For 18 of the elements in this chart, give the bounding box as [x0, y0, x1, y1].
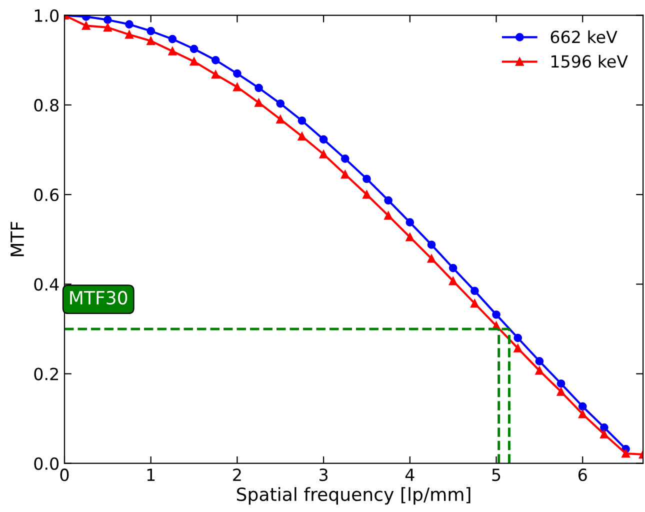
y-tick-label: 0.8	[34, 98, 58, 112]
x-tick-label: 6	[578, 468, 587, 482]
legend-label: 662 keV	[550, 30, 618, 44]
x-tick-label: 3	[320, 468, 328, 482]
y-tick-label: 0.0	[34, 457, 59, 470]
x-tick-label: 0	[60, 468, 69, 482]
y-tick-label: 1.0	[34, 9, 59, 22]
y-tick-label: 0.2	[34, 368, 58, 380]
annotation: MTF30	[70, 290, 128, 305]
x-tick-label: 2	[233, 468, 241, 481]
x-tick-label: 4	[405, 468, 414, 481]
y-tick-label: 0.6	[34, 188, 59, 202]
x-tick-label: 1	[147, 468, 155, 481]
x-axis-title: Spatial frequency [lp/mm]	[236, 487, 470, 505]
y-tick-label: 0.4	[34, 278, 59, 291]
y-axis-title: MTF	[10, 222, 24, 256]
legend-label: 1596 keV	[551, 54, 628, 68]
x-tick-label: 5	[492, 468, 500, 482]
